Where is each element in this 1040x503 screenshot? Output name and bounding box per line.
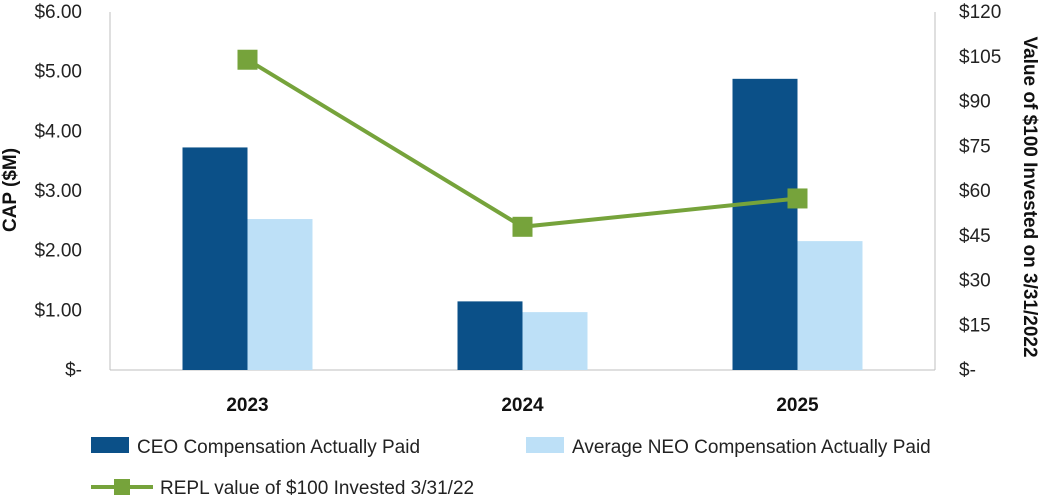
legend-marker-repl — [114, 479, 130, 495]
right-tick-label: $15 — [959, 315, 991, 336]
neo-bar — [522, 312, 588, 370]
legend: CEO Compensation Actually Paid Average N… — [91, 437, 931, 499]
line-series-group — [237, 49, 808, 237]
repl-point — [787, 188, 808, 209]
left-tick-label: $3.00 — [34, 181, 82, 202]
left-tick-label: $- — [65, 360, 82, 381]
legend-label-ceo: CEO Compensation Actually Paid — [137, 437, 420, 458]
left-tick-label: $1.00 — [34, 300, 82, 321]
repl-point — [237, 49, 258, 70]
category-label: 2023 — [226, 395, 268, 416]
right-tick-label: $60 — [959, 181, 991, 202]
ceo-bar — [732, 78, 798, 371]
right-tick-label: $75 — [959, 136, 991, 157]
right-axis: $- $15 $30 $45 $60 $75 $90 $105 $120 — [934, 2, 1001, 381]
right-axis-title: Value of $100 Invested on 3/31/2022 — [1019, 36, 1040, 357]
legend-label-repl: REPL value of $100 Invested 3/31/22 — [160, 478, 474, 499]
repl-line — [246, 58, 798, 229]
right-tick-label: $120 — [959, 2, 1001, 23]
repl-point — [512, 216, 533, 237]
ceo-bar — [457, 301, 523, 370]
right-tick-label: $90 — [959, 92, 991, 113]
neo-bar — [797, 241, 863, 370]
left-tick-label: $5.00 — [34, 62, 82, 83]
legend-swatch-neo — [526, 437, 564, 453]
left-axis-title: CAP ($M) — [0, 148, 21, 232]
category-label: 2025 — [776, 395, 819, 416]
category-label: 2024 — [501, 395, 544, 416]
ceo-bar — [182, 147, 248, 370]
legend-item-repl: REPL value of $100 Invested 3/31/22 — [91, 478, 474, 499]
legend-item-ceo: CEO Compensation Actually Paid — [91, 437, 420, 458]
left-tick-label: $4.00 — [34, 121, 82, 142]
legend-swatch-ceo — [91, 437, 129, 453]
neo-bar — [247, 219, 313, 370]
legend-label-neo: Average NEO Compensation Actually Paid — [572, 437, 931, 458]
right-tick-label: $30 — [959, 271, 991, 292]
right-tick-label: $45 — [959, 226, 991, 247]
bar-series-group — [182, 78, 863, 371]
left-tick-label: $2.00 — [34, 241, 82, 262]
category-labels: 2023 2024 2025 — [226, 395, 819, 416]
right-tick-label: $105 — [959, 47, 1001, 68]
right-tick-label: $- — [959, 360, 976, 381]
legend-item-neo: Average NEO Compensation Actually Paid — [526, 437, 931, 458]
left-tick-label: $6.00 — [34, 2, 82, 23]
